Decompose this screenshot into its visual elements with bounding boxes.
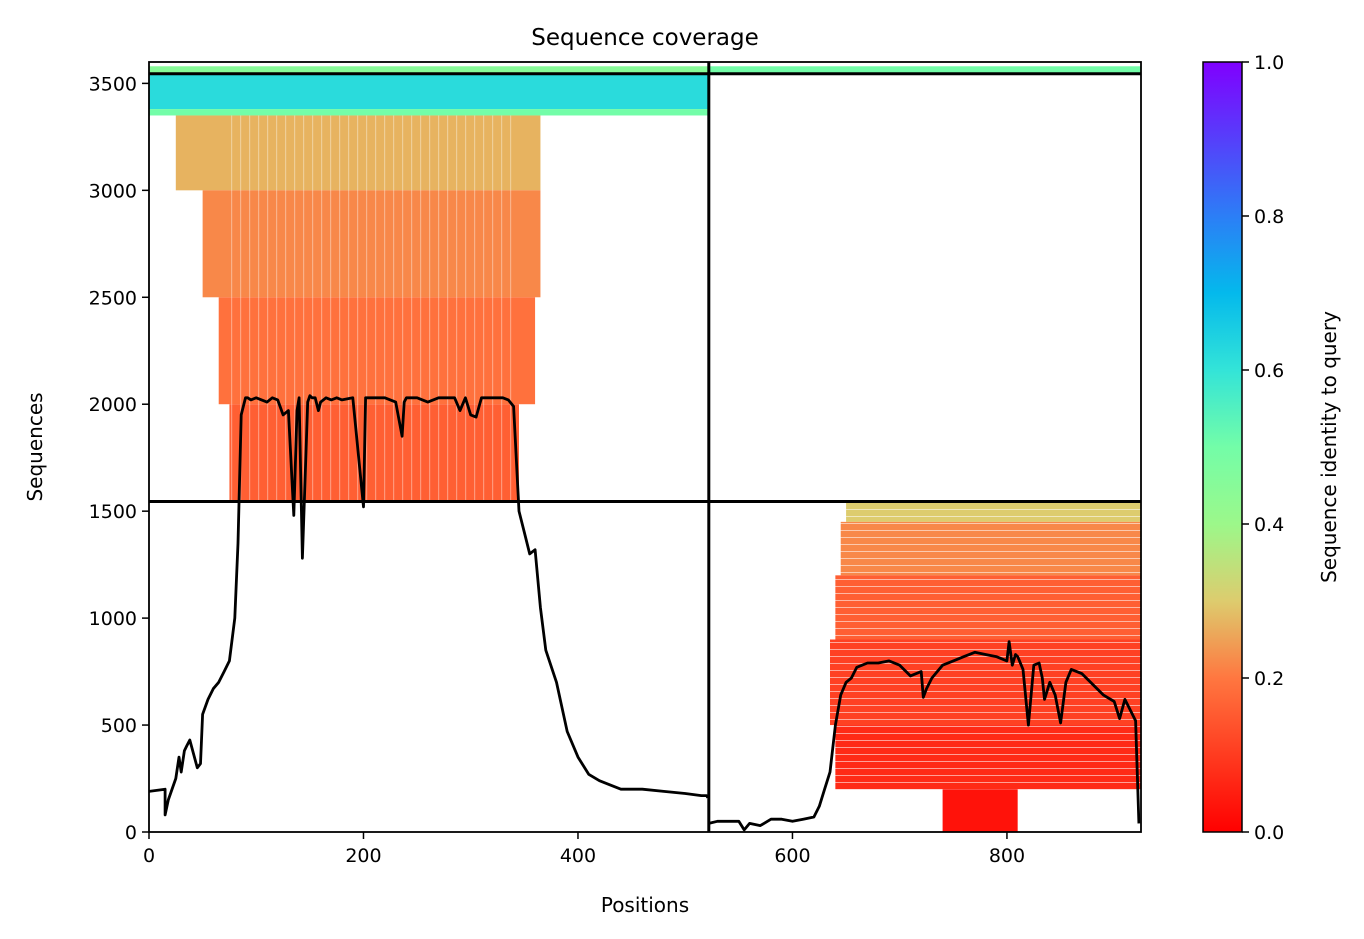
y-tick-label: 3000 <box>89 180 137 202</box>
colorbar-tick-label: 0.6 <box>1254 360 1284 382</box>
colorbar-tick-label: 1.0 <box>1254 52 1284 74</box>
coverage-block <box>149 109 709 116</box>
coverage-block <box>149 73 709 110</box>
colorbar-tick-label: 0.4 <box>1254 514 1284 536</box>
colorbar-tick-label: 0.0 <box>1254 822 1284 844</box>
x-tick-label: 200 <box>345 845 381 867</box>
gap-texture <box>229 115 519 502</box>
x-tick-label: 800 <box>989 845 1025 867</box>
colorbar-tick-label: 0.2 <box>1254 668 1284 690</box>
colorbar-tick-label: 0.8 <box>1254 206 1284 228</box>
y-tick-label: 500 <box>101 715 137 737</box>
plot-frame <box>148 61 1142 833</box>
y-tick-label: 0 <box>125 822 137 844</box>
x-tick-label: 0 <box>143 845 155 867</box>
coverage-block <box>708 66 1141 74</box>
y-tick-label: 2000 <box>89 394 137 416</box>
colorbar <box>1202 61 1243 833</box>
y-tick-label: 1500 <box>89 501 137 523</box>
coverage-line <box>149 394 709 817</box>
y-tick-label: 3500 <box>89 73 137 95</box>
y-axis-label: Sequences <box>23 392 47 501</box>
x-tick-label: 600 <box>774 845 810 867</box>
y-tick-label: 2500 <box>89 287 137 309</box>
coverage-line <box>708 640 1141 832</box>
y-tick-label: 1000 <box>89 608 137 630</box>
coverage-block <box>942 789 1018 832</box>
colorbar-label: Sequence identity to query <box>1317 311 1341 583</box>
coverage-block <box>149 66 709 74</box>
chart-title: Sequence coverage <box>531 25 759 51</box>
x-axis-label: Positions <box>601 893 689 917</box>
x-tick-label: 400 <box>560 845 596 867</box>
row-texture <box>829 501 1141 790</box>
